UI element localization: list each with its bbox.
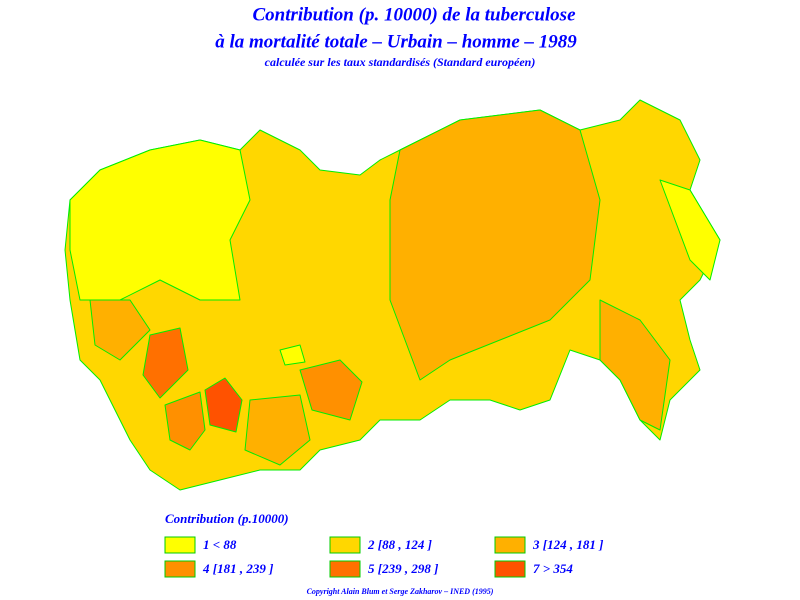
- subtitle: calculée sur les taux standardisés (Stan…: [265, 55, 536, 69]
- legend-label: 5 [239 , 298 ]: [368, 561, 438, 576]
- legend-label: 3 [124 , 181 ]: [532, 537, 603, 552]
- legend-label: 2 [88 , 124 ]: [367, 537, 432, 552]
- region: [599, 299, 671, 431]
- legend-swatch: [329, 560, 361, 578]
- region: [279, 344, 306, 366]
- legend: 1 < 88 2 [88 , 124 ] 3 [124 , 181 ] 4 [181 …: [164, 536, 603, 578]
- legend-label: 1 < 88: [203, 537, 237, 552]
- legend-label: 4 [181 , 239 ]: [202, 561, 273, 576]
- legend-swatch: [494, 536, 526, 554]
- legend-swatch: [329, 536, 361, 554]
- legend-swatch: [164, 536, 196, 554]
- map: [64, 99, 721, 491]
- title-line: Contribution (p. 10000) de la tuberculos…: [252, 4, 576, 25]
- region: [389, 109, 601, 381]
- legend-swatch: [494, 560, 526, 578]
- legend-swatch: [164, 560, 196, 578]
- region: [299, 359, 363, 421]
- region: [659, 179, 721, 281]
- copyright: Copyright Alain Blum et Serge Zakharov –…: [307, 587, 494, 596]
- region: [204, 377, 243, 433]
- region: [244, 394, 311, 466]
- region: [69, 139, 251, 301]
- legend-title: Contribution (p.10000): [165, 511, 289, 526]
- region: [164, 391, 206, 451]
- region: [142, 327, 189, 399]
- title-line: à la mortalité totale – Urbain – homme –…: [215, 31, 577, 52]
- legend-label: 7 > 354: [533, 561, 573, 576]
- region: [89, 299, 151, 361]
